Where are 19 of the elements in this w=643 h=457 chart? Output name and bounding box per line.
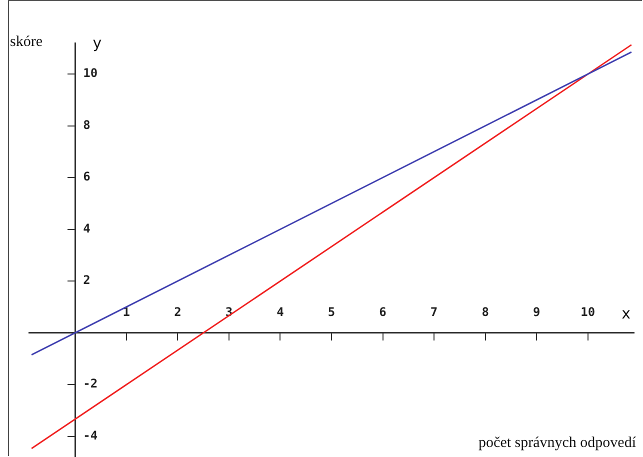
x-tick-label: 9 (532, 305, 540, 320)
y-tick-label: -2 (83, 376, 98, 391)
y-tick-label: 10 (83, 66, 98, 80)
y-tick-label: 8 (83, 118, 90, 132)
y-tick-label: 6 (83, 170, 90, 184)
x-tick-label: 5 (328, 305, 336, 320)
x-tick-label: 7 (430, 305, 438, 320)
x-tick-label: 6 (379, 305, 386, 320)
y-tick-label: -4 (83, 428, 98, 442)
x-tick-label: 8 (482, 305, 489, 320)
y-tick-label: 2 (83, 273, 90, 288)
x-tick-label: 4 (276, 305, 284, 320)
x-axis-title: počet správnych odpovedí (478, 435, 637, 451)
y-tick-label: 4 (83, 221, 90, 236)
annotation: y (92, 34, 102, 52)
annotation: x (622, 304, 631, 323)
x-tick-label: 2 (174, 305, 182, 320)
y-axis-title: skóre (10, 34, 43, 50)
x-tick-label: 10 (580, 305, 596, 320)
